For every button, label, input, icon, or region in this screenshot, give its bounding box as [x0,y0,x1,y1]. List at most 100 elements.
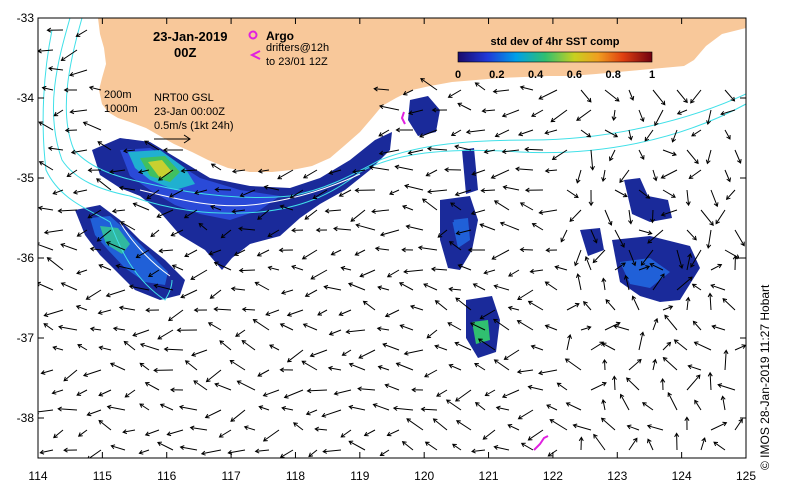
velocity-arrow-icon [710,421,728,431]
scale-label: 0.5m/s (1kt 24h) [154,120,233,132]
velocity-arrow-icon [157,441,174,451]
velocity-arrow-icon [145,307,160,313]
velocity-arrow-icon [158,248,174,254]
velocity-arrow-icon [283,389,304,399]
velocity-arrow-icon [333,389,352,396]
velocity-arrow-icon [43,309,64,318]
velocity-arrow-icon [328,169,342,175]
velocity-arrow-icon [322,448,342,454]
velocity-arrow-icon [544,129,558,135]
velocity-arrow-icon [482,429,496,440]
velocity-arrow-icon [686,252,693,271]
velocity-arrow-icon [218,429,232,438]
velocity-arrow-icon [734,418,743,431]
velocity-arrow-icon [41,85,54,91]
velocity-arrow-icon [229,359,246,371]
velocity-arrow-icon [647,229,664,244]
velocity-arrow-icon [724,89,736,102]
x-tick-label: 122 [543,469,563,483]
velocity-arrow-icon [89,326,102,332]
velocity-arrow-icon [231,168,246,174]
velocity-arrow-icon [700,209,714,226]
velocity-arrow-icon [628,249,637,267]
velocity-arrow-icon [200,449,222,456]
velocity-arrow-icon [507,305,520,311]
velocity-arrow-icon [426,329,438,339]
velocity-arrow-icon [538,369,558,376]
velocity-arrow-icon [600,417,616,431]
velocity-arrow-icon [87,449,102,458]
velocity-arrow-icon [305,409,318,416]
y-tick-label: -36 [17,251,35,265]
velocity-arrow-icon [710,283,726,291]
velocity-arrow-icon [170,387,184,393]
drifters-sub-label: to 23/01 12Z [266,56,328,68]
velocity-arrow-icon [614,189,628,198]
velocity-arrow-icon [279,367,294,373]
velocity-arrow-icon [72,189,88,195]
velocity-arrow-icon [686,374,701,391]
velocity-arrow-icon [424,369,438,378]
velocity-arrow-icon [395,362,414,371]
velocity-arrow-icon [382,342,400,351]
velocity-arrow-icon [448,241,462,251]
velocity-arrow-icon [98,264,112,271]
colorbar-tick-label: 0.8 [606,69,621,81]
velocity-arrow-icon [724,169,731,183]
velocity-arrow-icon [734,149,742,164]
velocity-arrow-icon [493,445,510,451]
velocity-arrow-icon [362,300,376,311]
velocity-arrow-icon [76,229,88,237]
velocity-arrow-icon [69,69,88,77]
velocity-arrow-icon [317,309,328,316]
velocity-arrow-icon [474,82,486,91]
velocity-arrow-icon [63,369,78,382]
credit-label: © IMOS 28-Jan-2019 11:27 Hobart [758,284,772,470]
velocity-arrow-icon [306,388,328,394]
velocity-arrow-icon [258,405,270,411]
drifter-marker-icon [249,50,261,60]
velocity-arrow-icon [348,440,366,451]
velocity-arrow-icon [351,169,366,174]
velocity-arrow-icon [75,29,88,37]
velocity-arrow-icon [210,163,222,171]
velocity-arrow-icon [424,441,438,451]
map-date: 23-Jan-2019 [153,29,227,44]
velocity-arrow-icon [450,202,462,211]
velocity-arrow-icon [584,255,592,271]
velocity-arrow-icon [484,389,496,397]
x-tick-label: 119 [350,469,369,483]
velocity-arrow-icon [611,109,617,122]
velocity-arrow-icon [210,205,222,211]
velocity-arrow-icon [286,309,304,317]
velocity-arrow-icon [341,349,352,356]
velocity-arrow-icon [407,149,424,156]
velocity-arrow-icon [493,284,510,291]
velocity-arrow-icon [604,209,613,226]
velocity-arrow-icon [691,129,702,137]
velocity-arrow-icon [310,269,328,280]
velocity-arrow-icon [57,208,78,214]
velocity-arrow-icon [144,382,160,391]
velocity-arrow-icon [628,437,638,451]
velocity-arrow-icon [545,247,558,253]
velocity-arrow-icon [638,331,645,351]
velocity-arrow-icon [575,169,582,184]
velocity-arrow-icon [139,403,150,411]
velocity-arrow-icon [434,344,448,351]
velocity-arrow-icon [592,249,606,264]
velocity-arrow-icon [189,425,208,431]
velocity-arrow-icon [293,422,304,431]
velocity-arrow-icon [119,221,136,231]
velocity-arrow-icon [705,149,712,165]
velocity-arrow-icon [315,227,328,233]
velocity-arrow-icon [118,305,136,311]
velocity-arrow-icon [502,185,520,191]
velocity-arrow-icon [384,309,400,318]
velocity-arrow-icon [138,169,150,175]
velocity-arrow-icon [455,229,472,236]
velocity-arrow-icon [87,209,102,219]
velocity-arrow-icon [156,209,174,218]
velocity-arrow-icon [321,409,342,418]
current-velocity-arrows [38,27,746,458]
